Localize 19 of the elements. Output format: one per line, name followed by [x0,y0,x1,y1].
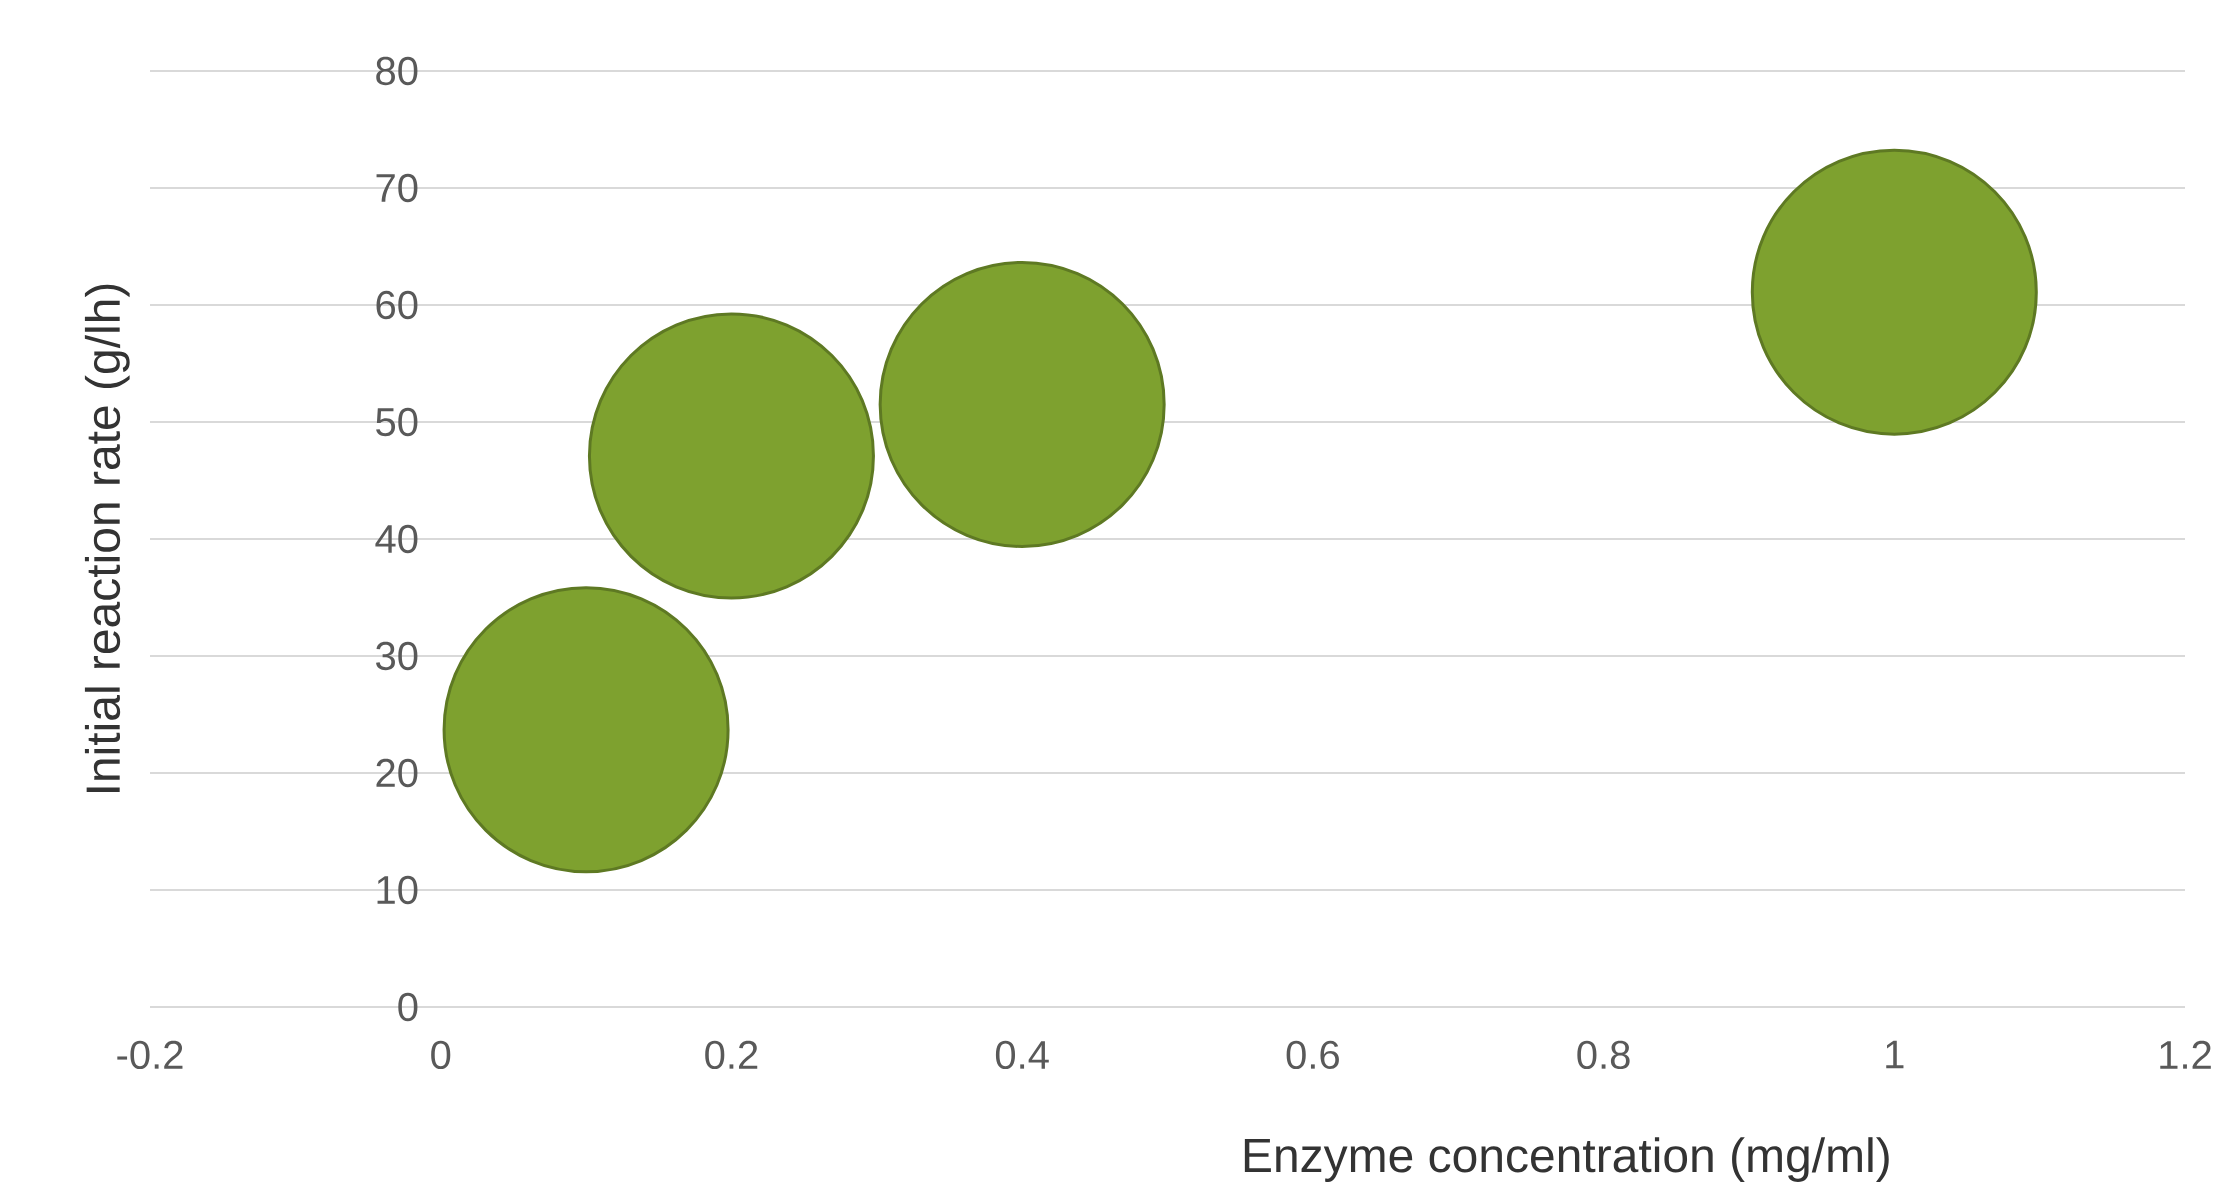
y-tick-label: 40 [375,524,418,554]
y-tick-label: 70 [376,173,418,203]
y-tick-label: 80 [376,56,418,86]
y-tick-label: 20 [376,758,418,788]
x-tick-label: -0.2 [117,1040,183,1070]
y-tick-label: 60 [376,290,418,320]
x-tick-label: 0.4 [995,1040,1049,1070]
x-tick-label: 1.2 [2160,1040,2211,1069]
y-tick-label: 0 [398,992,418,1022]
x-tick-label: 0.8 [1577,1040,1630,1070]
y-tick-label: 10 [377,875,418,905]
x-tick-label: 0.6 [1286,1040,1339,1070]
x-tick-label: 1 [1886,1040,1904,1069]
x-axis-title: Enzyme concentration (mg/ml) [1244,1137,1889,1182]
y-tick-label: 50 [376,407,418,437]
x-tick-label: 0 [431,1040,451,1070]
y-tick-label: 30 [376,641,418,671]
x-tick-label: 0.2 [705,1040,758,1070]
y-axis-title: Initial reaction rate (g/lh) [84,284,130,793]
